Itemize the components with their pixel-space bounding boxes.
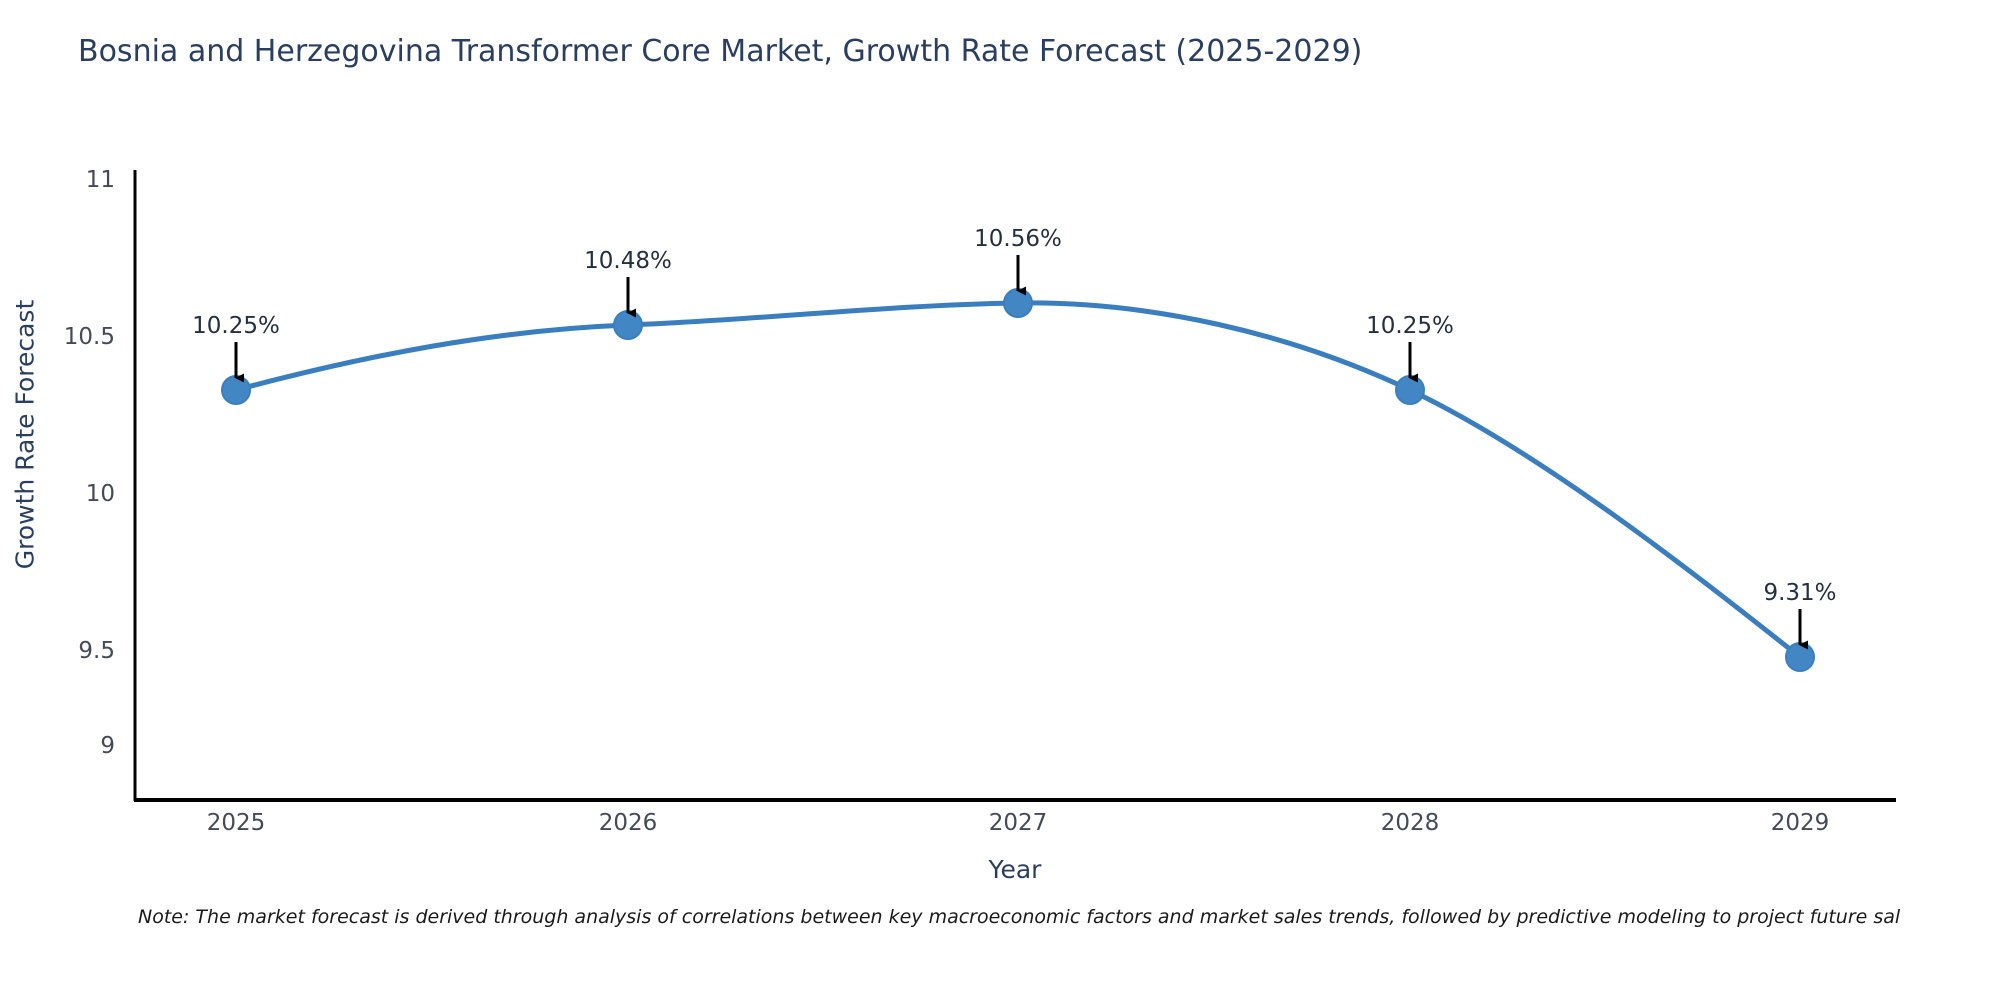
x-tick-label-2029: 2029 bbox=[1770, 810, 1830, 836]
x-axis-title: Year bbox=[988, 855, 1042, 884]
data-point-marker[interactable] bbox=[1395, 375, 1425, 405]
y-tick-label-0: 11 bbox=[85, 167, 115, 193]
data-line-series-1 bbox=[233, 300, 1803, 660]
y-tick-label-3: 9.5 bbox=[78, 638, 115, 664]
data-point-marker[interactable] bbox=[613, 310, 643, 340]
chart-footnote: Note: The market forecast is derived thr… bbox=[138, 906, 1901, 928]
y-tick-label-4: 9 bbox=[100, 733, 115, 759]
data-point-label-2027: 10.56% bbox=[974, 226, 1062, 252]
data-point-label-2025: 10.25% bbox=[192, 313, 280, 339]
data-point-label-2026: 10.48% bbox=[584, 248, 672, 274]
y-tick-label-2: 10 bbox=[85, 481, 115, 507]
data-point-marker[interactable] bbox=[221, 375, 251, 405]
y-tick-label-1: 10.5 bbox=[63, 324, 115, 350]
data-point-label-2029: 9.31% bbox=[1763, 580, 1837, 606]
x-tick-label-2026: 2026 bbox=[598, 810, 658, 836]
chart-title: Bosnia and Herzegovina Transformer Core … bbox=[78, 34, 1363, 69]
data-point-marker[interactable] bbox=[1003, 288, 1033, 318]
x-tick-label-2027: 2027 bbox=[988, 810, 1048, 836]
data-point-label-2028: 10.25% bbox=[1366, 313, 1454, 339]
data-point-marker[interactable] bbox=[1785, 642, 1815, 672]
x-tick-label-2025: 2025 bbox=[206, 810, 266, 836]
x-tick-label-2028: 2028 bbox=[1380, 810, 1440, 836]
